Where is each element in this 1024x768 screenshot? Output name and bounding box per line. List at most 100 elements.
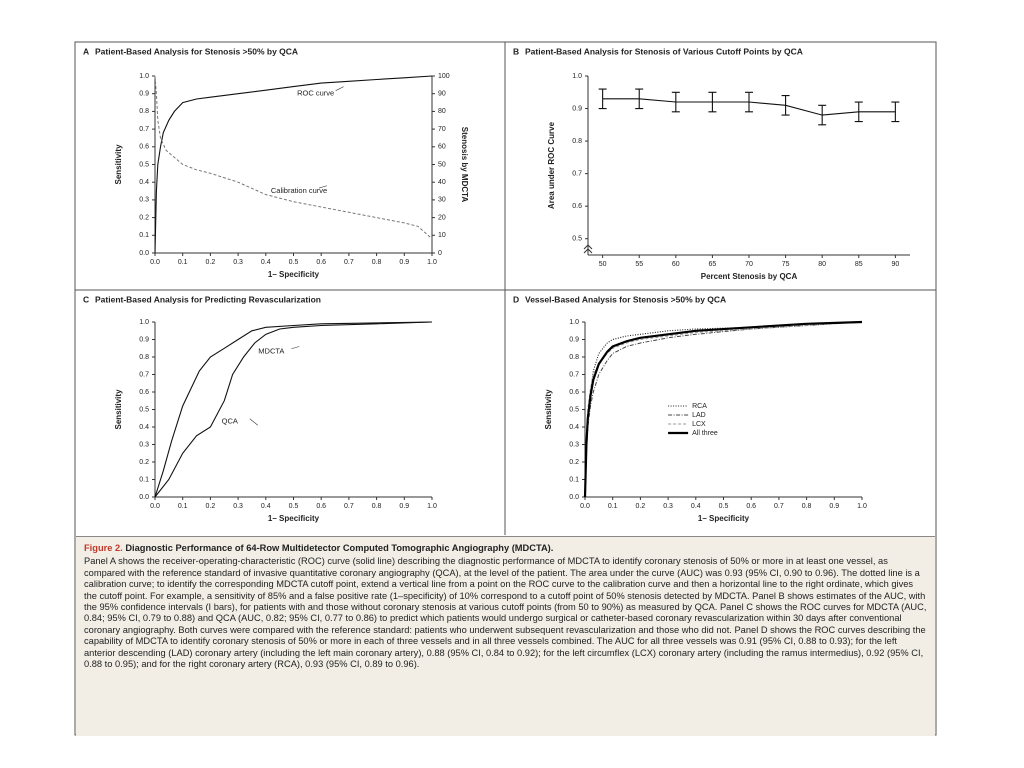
x-tick-label: 0.2 (206, 259, 216, 266)
x-tick-label: 0.9 (399, 259, 409, 266)
x-tick-label: 0.0 (580, 503, 590, 510)
y-tick-label: 0.9 (139, 91, 149, 98)
y-tick-label: 0.8 (569, 354, 579, 361)
y-tick-label: 0.4 (139, 424, 149, 431)
x-tick-label: 75 (782, 261, 790, 268)
y-tick-label: 0.6 (569, 389, 579, 396)
panel-title: Patient-Based Analysis for Stenosis of V… (525, 46, 803, 56)
y-tick-label: 0.0 (139, 494, 149, 501)
series-line (154, 75, 433, 240)
panel: D Vessel-Based Analysis for Stenosis >50%… (513, 294, 867, 523)
caption: Figure 2. Diagnostic Performance of 64-R… (76, 536, 935, 736)
legend-label: LAD (692, 412, 706, 419)
error-bar (745, 91, 753, 113)
error-bar (854, 101, 863, 123)
y-tick-label: 0.8 (139, 354, 149, 361)
caption-text: Panel A shows the receiver-operating-cha… (84, 556, 927, 670)
panel: A Patient-Based Analysis for Stenosis >50… (83, 46, 469, 279)
x-tick-label: 0.8 (802, 503, 812, 510)
panel-letter: A (83, 46, 89, 56)
y2-tick-label: 20 (438, 214, 446, 221)
y-tick-label: 0.6 (139, 389, 149, 396)
legend-label: All three (692, 430, 718, 437)
legend-label: LCX (692, 421, 706, 428)
panel-letter: D (513, 294, 519, 304)
error-bar (635, 88, 644, 110)
y-tick-label: 0.3 (139, 197, 149, 204)
y-tick-label: 0.3 (139, 441, 149, 448)
x-tick-label: 0.1 (178, 503, 188, 510)
x-tick-label: 50 (599, 261, 607, 268)
y-tick-label: 0.1 (139, 476, 149, 483)
y2-tick-label: 30 (438, 197, 446, 204)
x-tick-label: 55 (635, 261, 643, 268)
error-bar (891, 101, 900, 123)
y-tick-label: 1.0 (139, 73, 149, 80)
y-tick-label: 0.9 (139, 336, 149, 343)
panel-title: Patient-Based Analysis for Stenosis >50%… (95, 46, 298, 56)
x-tick-label: 0.1 (178, 259, 188, 266)
y-tick-label: 0.9 (569, 336, 579, 343)
x-tick-label: 85 (855, 261, 863, 268)
y-tick-label: 0.5 (572, 236, 582, 243)
x-tick-label: 0.4 (261, 259, 271, 266)
x-axis-label: Percent Stenosis by QCA (701, 272, 798, 281)
panel-letter: B (513, 46, 519, 56)
annotation-pointer (249, 418, 258, 426)
x-tick-label: 0.6 (746, 503, 756, 510)
x-tick-label: 80 (818, 261, 826, 268)
x-tick-label: 1.0 (427, 259, 437, 266)
series-line (583, 320, 863, 498)
y2-tick-label: 0 (438, 250, 442, 257)
x-tick-label: 0.4 (261, 503, 271, 510)
x-tick-label: 0.6 (316, 503, 326, 510)
x-tick-label: 0.1 (608, 503, 618, 510)
y2-tick-label: 90 (438, 91, 446, 98)
x-tick-label: 0.8 (372, 259, 382, 266)
y-tick-label: 1.0 (139, 319, 149, 326)
y-tick-label: 0.0 (139, 250, 149, 257)
y-tick-label: 0.7 (139, 126, 149, 133)
y2-tick-label: 40 (438, 179, 446, 186)
x-tick-label: 90 (891, 261, 899, 268)
x-tick-label: 0.9 (829, 503, 839, 510)
x-tick-label: 0.5 (289, 503, 299, 510)
annotation-pointer (335, 86, 344, 91)
error-bar (671, 91, 680, 113)
x-tick-label: 0.5 (289, 259, 299, 266)
error-bar (818, 104, 827, 126)
y2-tick-label: 100 (438, 73, 450, 80)
x-axis-label: 1– Specificity (268, 514, 320, 523)
y-tick-label: 0.2 (139, 214, 149, 221)
series-annotation: QCA (222, 417, 238, 426)
series-line (584, 321, 863, 498)
series-line (584, 321, 863, 498)
annotation-pointer (291, 346, 300, 350)
caption-label: Figure 2. (84, 543, 123, 553)
y-tick-label: 0.6 (572, 203, 582, 210)
y-tick-label: 0.6 (139, 144, 149, 151)
y-tick-label: 0.8 (139, 108, 149, 115)
x-tick-label: 0.0 (150, 259, 160, 266)
y-tick-label: 0.9 (572, 105, 582, 112)
y-tick-label: 0.7 (572, 170, 582, 177)
x-tick-label: 0.2 (206, 503, 216, 510)
error-bar (781, 94, 790, 116)
y-axis-label: Sensitivity (114, 389, 123, 430)
y-tick-label: 0.7 (139, 371, 149, 378)
x-tick-label: 0.7 (344, 259, 354, 266)
y-tick-label: 0.5 (569, 406, 579, 413)
caption-heading: Diagnostic Performance of 64-Row Multide… (125, 543, 554, 553)
error-bar (708, 91, 717, 113)
x-tick-label: 65 (709, 261, 717, 268)
x-tick-label: 0.7 (344, 503, 354, 510)
y2-tick-label: 50 (438, 161, 446, 168)
caption-title: Figure 2. Diagnostic Performance of 64-R… (84, 543, 927, 554)
y-tick-label: 0.2 (139, 459, 149, 466)
x-tick-label: 1.0 (857, 503, 867, 510)
y-axis-label: Sensitivity (544, 389, 553, 430)
y-tick-label: 0.2 (569, 459, 579, 466)
x-tick-label: 0.3 (663, 503, 673, 510)
